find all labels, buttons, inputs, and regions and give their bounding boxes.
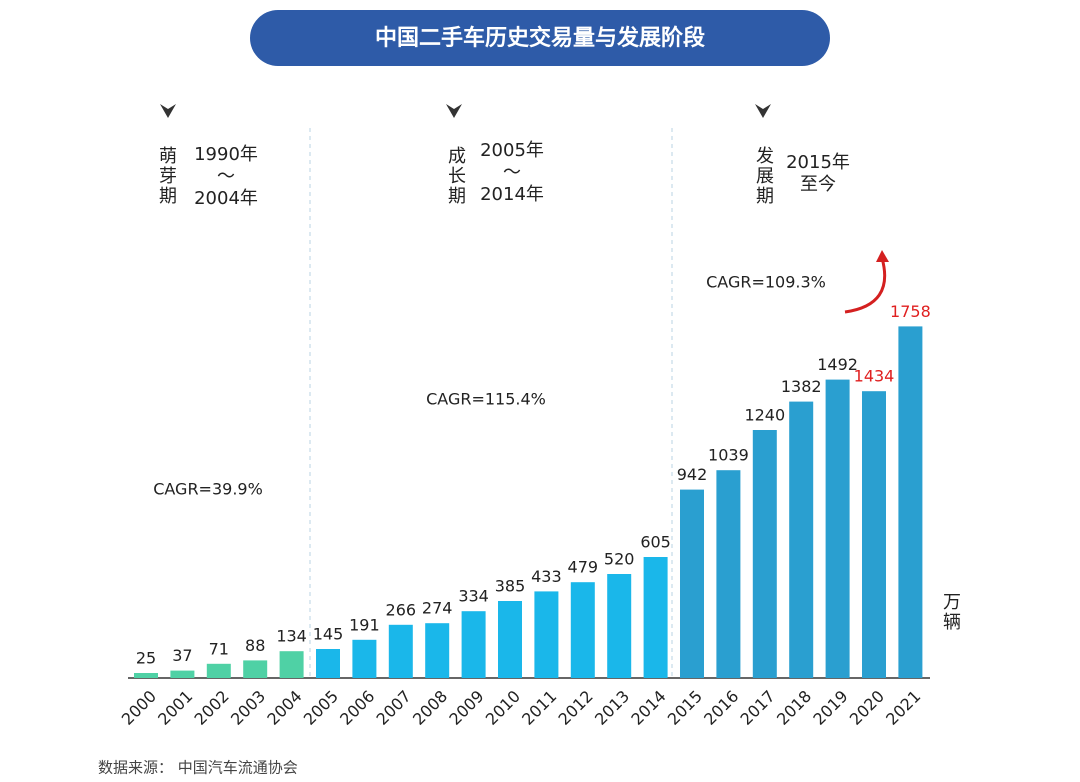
phase-icons [160,104,771,118]
bar [752,430,777,678]
x-tick-label: 2012 [555,687,597,729]
phase-period: 2004年 [194,188,258,209]
title-pill [250,10,830,66]
source: 数据来源： 中国汽车流通协会 [98,759,298,777]
x-tick-label: 2018 [773,687,815,729]
value-label: 25 [136,649,156,668]
value-label: 479 [568,558,599,577]
value-label: 605 [640,533,671,552]
value-label: 274 [422,599,453,618]
bar [643,557,668,678]
x-tick-label: 2005 [300,687,342,729]
bar [789,401,814,678]
growth-arrow-head [876,250,889,262]
bar [862,391,886,678]
bar [352,639,377,678]
x-tick-label: 2000 [118,687,160,729]
value-label: 266 [386,600,417,619]
value-label: 191 [349,615,380,634]
bar [134,673,158,678]
bar [570,582,595,678]
x-tick-label: 2016 [700,687,742,729]
x-tick-label: 2002 [191,687,233,729]
bar [388,624,413,678]
bar [680,489,704,678]
bar [461,611,486,678]
x-tick-label: 2013 [591,687,633,729]
bar [498,601,522,678]
value-label: 385 [495,577,526,596]
growth-arrow [844,257,887,314]
value-label: 1382 [781,377,822,396]
x-tick-label: 2008 [409,687,451,729]
bar [825,379,850,678]
bar [534,591,559,678]
x-tick-label: 2014 [627,687,669,729]
value-label: 145 [313,625,344,644]
value-label: 433 [531,567,562,586]
phase-name: 发展期 [753,146,774,206]
bar [206,663,231,678]
value-label: 1492 [817,355,858,374]
value-label: 1434 [854,367,895,386]
x-tick-label: 2009 [445,687,487,729]
x-tick-label: 2017 [737,687,779,729]
bar [316,649,340,678]
cagr-label: CAGR=115.4% [426,390,546,409]
bar [425,623,450,678]
bar [170,670,195,678]
phase-period: 至今 [800,174,836,195]
bar [898,326,923,678]
bar [279,651,304,678]
bar [716,470,741,678]
value-label: 520 [604,550,635,569]
value-label: 942 [677,465,708,484]
value-label: 88 [245,636,265,655]
phase-period: ～ [503,162,521,183]
cagr-label: CAGR=109.3% [706,273,826,292]
x-tick-label: 2004 [263,687,305,729]
phase-period: 2005年 [480,140,544,161]
value-label: 1039 [708,446,749,465]
x-tick-label: 2006 [336,687,378,729]
phase-name: 成长期 [445,146,466,206]
cagr-label: CAGR=39.9% [153,480,263,499]
value-label: 71 [209,639,229,658]
value-label: 134 [276,627,307,646]
phase-name: 萌芽期 [156,146,177,206]
value-label: 1240 [744,406,785,425]
bar [607,574,632,678]
bar [243,660,268,678]
chart-title: 中国二手车历史交易量与发展阶段 [375,25,705,51]
phase-period: ～ [217,166,235,187]
value-label: 37 [172,646,192,665]
phase-period: 2015年 [786,152,850,173]
phase-period: 1990年 [194,144,258,165]
value-label: 334 [458,587,489,606]
x-tick-label: 2010 [482,687,524,729]
value-label: 1758 [890,302,931,321]
x-tick-label: 2007 [373,687,415,729]
x-tick-label: 2020 [846,687,888,729]
x-tick-label: 2021 [882,687,924,729]
x-tick-label: 2003 [227,687,269,729]
unit: 万辆 [940,592,961,632]
x-tick-label: 2011 [518,687,560,729]
x-tick-label: 2019 [809,687,851,729]
phase-period: 2014年 [480,184,544,205]
x-tick-label: 2001 [154,687,196,729]
x-tick-label: 2015 [664,687,706,729]
